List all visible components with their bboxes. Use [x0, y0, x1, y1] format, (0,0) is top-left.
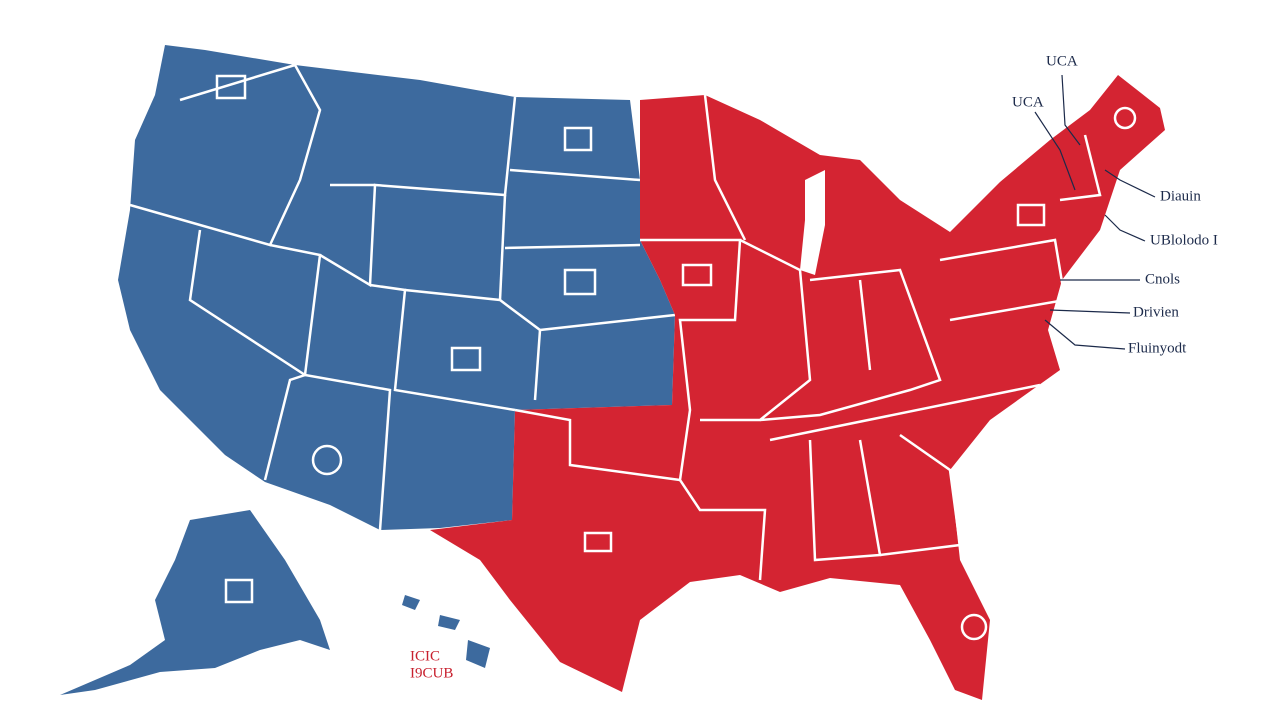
- eastern-region: [430, 75, 1165, 700]
- label: Diauin: [1160, 188, 1201, 204]
- hawaii: [466, 640, 490, 668]
- leader-line: [1049, 309, 1131, 314]
- callouts: UCA UCA Diauin UBlolodo I Cnols Drivien …: [410, 53, 1218, 681]
- label: Drivien: [1133, 304, 1179, 320]
- state-borders: [700, 238, 812, 422]
- state-icon: [450, 346, 482, 372]
- leader-line: [1044, 319, 1126, 350]
- leader-line: [1034, 111, 1076, 191]
- state-borders: [179, 63, 296, 102]
- hawaii: [402, 595, 420, 610]
- label: Fluinyodt: [1128, 340, 1187, 356]
- leader-line: [1104, 214, 1146, 242]
- east-states: [430, 75, 1165, 700]
- state-icon: [1016, 203, 1046, 227]
- state-borders: [539, 313, 676, 332]
- state-borders: [640, 238, 767, 581]
- state-icon: [215, 74, 247, 100]
- label: UCA: [1012, 94, 1044, 110]
- state-borders: [369, 283, 516, 412]
- hawaii: [438, 615, 460, 630]
- state-icon: [1113, 106, 1137, 130]
- state-borders: [404, 288, 542, 401]
- state-icons: [215, 74, 1137, 641]
- state-borders: [504, 243, 641, 250]
- state-borders: [269, 243, 392, 531]
- state-borders: [129, 64, 322, 247]
- state-icon: [563, 126, 593, 152]
- state-borders: [939, 238, 1067, 322]
- alaska: [60, 510, 330, 695]
- state-borders: [509, 168, 641, 182]
- label: Cnols: [1145, 271, 1180, 287]
- state-icon: [224, 578, 254, 604]
- state-borders: [1059, 134, 1102, 202]
- western-region: [118, 45, 675, 530]
- label: UCA: [1046, 53, 1078, 69]
- state-icon: [563, 268, 597, 296]
- leader-line: [1061, 74, 1081, 146]
- state-borders: [808, 439, 882, 562]
- inset-label: I9CUB: [410, 665, 453, 681]
- state-borders: [703, 94, 747, 241]
- inset-label: ICIC: [410, 648, 440, 664]
- state-icon: [583, 531, 613, 553]
- state-borders: [498, 194, 507, 301]
- state-borders: [769, 383, 1041, 442]
- lake-michigan: [800, 170, 825, 275]
- state-borders: [759, 268, 942, 422]
- state-borders: [879, 433, 962, 557]
- state-icon: [311, 444, 343, 476]
- state-icon: [960, 613, 988, 641]
- state-borders: [858, 279, 872, 371]
- leader-line: [1104, 169, 1156, 198]
- label: UBlolodo I: [1150, 232, 1218, 248]
- west-states: [60, 45, 676, 695]
- state-icon: [681, 263, 713, 287]
- state-borders: [514, 408, 681, 482]
